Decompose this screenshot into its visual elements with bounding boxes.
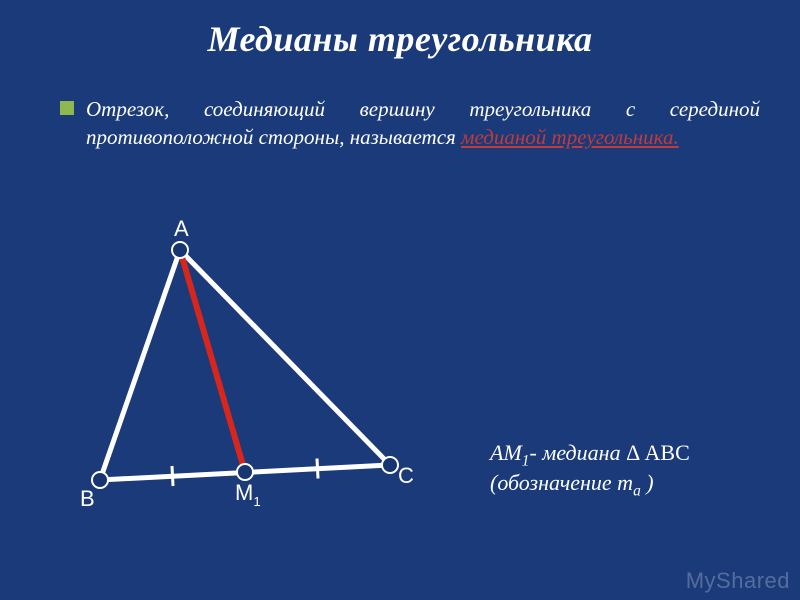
triangle-diagram: A B C M1 [70,220,430,520]
caption-line2-sub: a [633,483,641,500]
bullet-icon [60,101,74,115]
caption-line2-prefix: (обозначение m [490,470,633,495]
caption-line2-suffix: ) [641,470,654,495]
slide-title: Медианы треугольника [0,0,800,60]
watermark-text: MyShared [686,568,790,594]
slide-root: Медианы треугольника Отрезок, соединяющи… [0,0,800,600]
triangle-outline [100,250,390,480]
caption-am: AM [490,440,522,465]
definition-highlight: медианой треугольника. [461,125,679,149]
caption-delta: Δ ABC [626,440,690,465]
caption-dash: - медиана [529,440,626,465]
label-c: C [398,463,414,488]
label-b: B [80,486,95,511]
vertex-a [172,242,188,258]
label-m1: M1 [235,480,261,509]
vertex-c [382,457,398,473]
definition-block: Отрезок, соединяющий вершину треугольник… [60,95,760,152]
median-caption: AM1- медиана Δ ABC (обозначение ma ) [490,440,690,501]
label-a: A [174,220,189,241]
definition-text: Отрезок, соединяющий вершину треугольник… [86,95,760,152]
equality-tick [172,466,173,486]
midpoint-m1 [237,464,253,480]
equality-tick [317,459,318,479]
